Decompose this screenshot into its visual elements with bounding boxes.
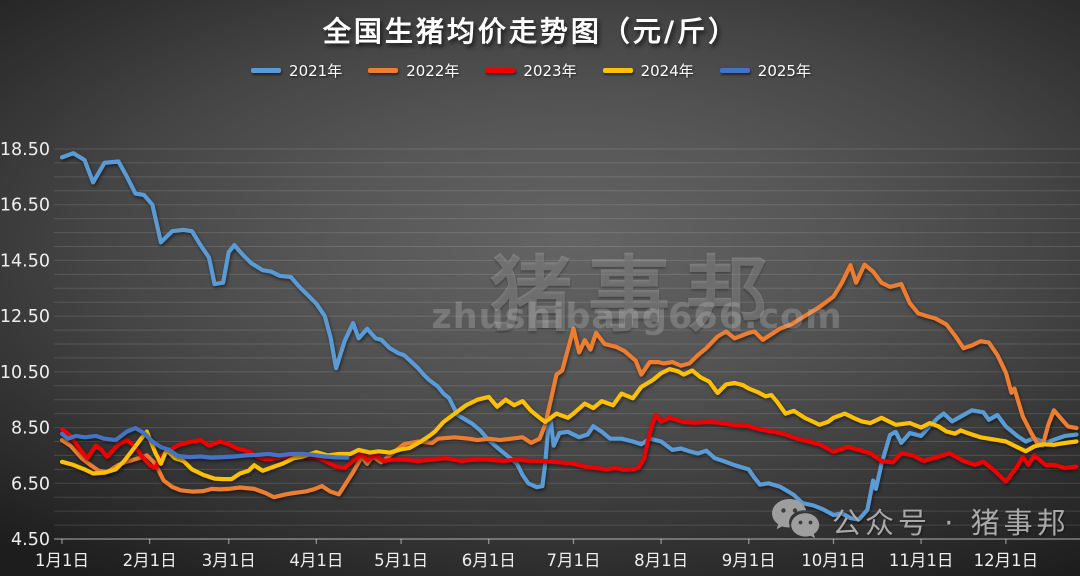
chart-title: 全国生猪均价走势图（元/斤） — [322, 15, 740, 48]
svg-text:10月1日: 10月1日 — [801, 551, 866, 570]
chart-legend: 2021年 2022年 2023年 2024年 2025年 — [0, 60, 1062, 81]
legend-item-2021: 2021年 — [251, 60, 342, 81]
svg-text:12月1日: 12月1日 — [974, 551, 1039, 570]
legend-label: 2024年 — [640, 62, 694, 80]
legend-swatch — [368, 68, 399, 73]
legend-label: 2023年 — [523, 62, 577, 80]
svg-text:4.50: 4.50 — [11, 530, 50, 550]
wechat-account-note: 公众号 · 猪事邦 — [770, 497, 1070, 545]
svg-text:7月1日: 7月1日 — [547, 551, 601, 570]
legend-swatch — [251, 68, 282, 73]
svg-text:4月1日: 4月1日 — [289, 551, 343, 570]
series-line-2025 — [59, 426, 350, 460]
svg-text:14.50: 14.50 — [0, 251, 50, 271]
legend-item-2025: 2025年 — [719, 60, 811, 81]
legend-swatch — [602, 68, 633, 73]
series-line-2023 — [59, 412, 1079, 484]
svg-text:16.50: 16.50 — [0, 196, 50, 216]
svg-text:6月1日: 6月1日 — [462, 551, 516, 570]
svg-text:11月1日: 11月1日 — [889, 551, 954, 570]
legend-label: 2021年 — [289, 62, 343, 80]
wechat-account-label: 公众号 · 猪事邦 — [832, 506, 1070, 540]
y-axis-labels: 18.50 16.50 14.50 12.50 10.50 8.50 6.50 4.50 — [0, 140, 50, 550]
x-axis — [54, 538, 1080, 544]
svg-text:9月1日: 9月1日 — [722, 551, 776, 570]
legend-swatch — [719, 68, 750, 73]
svg-text:10.50: 10.50 — [0, 363, 50, 383]
legend-item-2022: 2022年 — [368, 60, 459, 81]
svg-text:1月1日: 1月1日 — [35, 551, 89, 570]
legend-item-2023: 2023年 — [485, 60, 577, 81]
x-axis-labels: 1月1日 2月1日 3月1日 4月1日 5月1日 6月1日 7月1日 8月1日 9月1日 10月1… — [35, 551, 1038, 570]
series-line-2024 — [59, 367, 1079, 482]
svg-text:3月1日: 3月1日 — [202, 551, 256, 570]
legend-item-2024: 2024年 — [602, 60, 694, 81]
svg-text:12.50: 12.50 — [0, 307, 50, 327]
legend-label: 2025年 — [757, 62, 811, 80]
svg-text:8月1日: 8月1日 — [634, 551, 688, 570]
series-line-2022 — [59, 262, 1079, 500]
series-line-2021 — [59, 151, 1079, 522]
wechat-icon — [770, 497, 822, 545]
watermark-brand: 猪事邦 — [489, 247, 785, 343]
svg-text:8.50: 8.50 — [11, 419, 50, 439]
legend-label: 2022年 — [406, 62, 460, 80]
svg-text:6.50: 6.50 — [11, 474, 50, 494]
legend-swatch — [485, 68, 516, 73]
svg-text:2月1日: 2月1日 — [123, 551, 177, 570]
svg-text:5月1日: 5月1日 — [374, 551, 428, 570]
watermark-site: zhushibang666.com — [431, 297, 843, 337]
series-lines — [59, 151, 1079, 522]
svg-text:18.50: 18.50 — [0, 140, 50, 160]
